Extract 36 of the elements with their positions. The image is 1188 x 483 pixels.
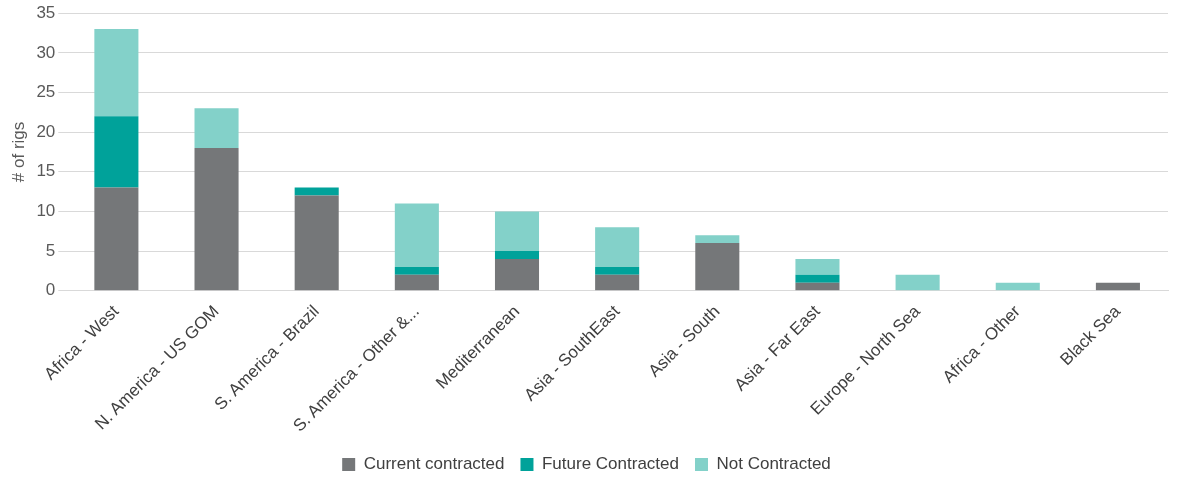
legend-label: Not Contracted [716,454,831,474]
bar [695,235,740,244]
bar [895,274,940,291]
bar [294,187,339,196]
bar [394,274,439,291]
y-tick-label: 35 [36,2,56,22]
y-tick-label: 0 [45,280,56,300]
y-tick-label: 5 [45,240,56,260]
bar [194,147,239,291]
y-tick-label: 30 [36,42,56,62]
bar [595,266,640,275]
bar [494,211,540,252]
bar [394,266,439,275]
bar [94,187,139,291]
bar [494,251,540,259]
bar [795,258,840,275]
legend-label: Future Contracted [541,454,679,474]
bar [595,227,640,267]
bar [795,274,840,283]
bar [294,195,339,291]
bar [595,274,640,291]
legend-label: Current contracted [363,454,505,474]
y-tick-label: 20 [36,121,56,141]
y-tick-label: 15 [36,161,56,181]
bar [795,282,840,291]
bar [1095,282,1140,291]
y-tick-label: 25 [36,82,56,102]
bar [394,203,439,267]
bar [494,258,540,291]
bar [94,116,139,188]
y-tick-label: 10 [36,201,56,221]
bar [94,29,139,117]
bar [995,282,1040,291]
y-axis-title: # of rigs [8,121,28,183]
bar [695,243,740,291]
bar [194,108,239,148]
